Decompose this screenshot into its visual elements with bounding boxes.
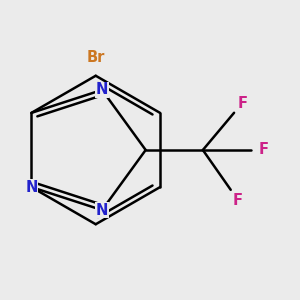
Text: N: N bbox=[25, 180, 38, 195]
Text: F: F bbox=[259, 142, 269, 158]
Text: N: N bbox=[96, 202, 108, 217]
Text: F: F bbox=[233, 193, 243, 208]
Text: N: N bbox=[96, 82, 108, 98]
Text: F: F bbox=[237, 96, 247, 111]
Text: Br: Br bbox=[86, 50, 105, 65]
